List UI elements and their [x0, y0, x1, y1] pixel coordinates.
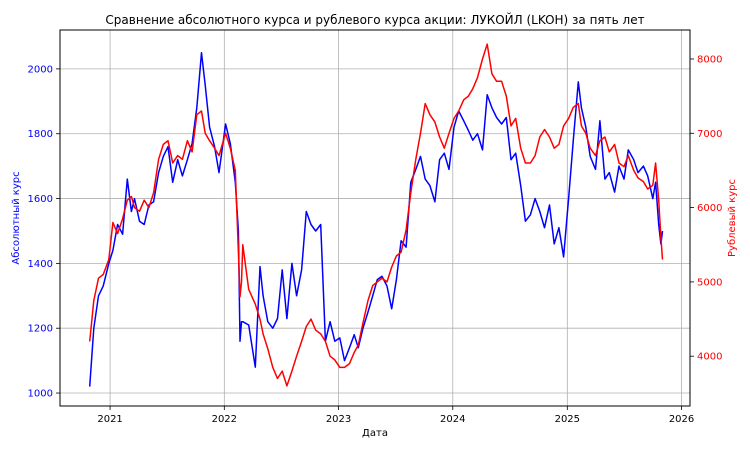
right-axis-ticks: 4000 5000 6000 7000 8000: [690, 54, 722, 363]
x-axis-ticks: 2021 2022 2023 2024 2025 2026: [97, 406, 694, 425]
x-tick-label: 2026: [669, 414, 694, 425]
right-axis-label: Рублевый курс: [727, 179, 738, 257]
left-tick-label: 1400: [28, 259, 53, 270]
x-tick-label: 2023: [326, 414, 351, 425]
ruble-price-line: [88, 43, 664, 387]
right-tick-label: 6000: [697, 203, 722, 214]
right-tick-label: 5000: [697, 277, 722, 288]
left-tick-label: 1600: [28, 194, 53, 205]
absolute-price-line: [88, 51, 664, 387]
left-axis-label: Абсолютный курс: [11, 171, 22, 264]
left-tick-label: 1000: [28, 389, 53, 400]
chart-title: Сравнение абсолютного курса и рублевого …: [105, 12, 644, 27]
x-axis-label: Дата: [362, 428, 388, 439]
plot-frame: [59, 29, 691, 407]
left-axis-ticks: 1000 1200 1400 1600 1800 2000: [28, 64, 60, 400]
x-tick-label: 2024: [440, 414, 465, 425]
left-tick-label: 2000: [28, 64, 53, 75]
right-tick-label: 4000: [697, 352, 722, 363]
right-tick-label: 8000: [697, 54, 722, 65]
series-lines: [88, 43, 664, 387]
left-tick-label: 1800: [28, 129, 53, 140]
x-tick-label: 2025: [555, 414, 580, 425]
right-tick-label: 7000: [697, 129, 722, 140]
x-tick-label: 2022: [212, 414, 237, 425]
x-tick-label: 2021: [97, 414, 122, 425]
left-tick-label: 1200: [28, 324, 53, 335]
grid-lines: [60, 30, 690, 406]
